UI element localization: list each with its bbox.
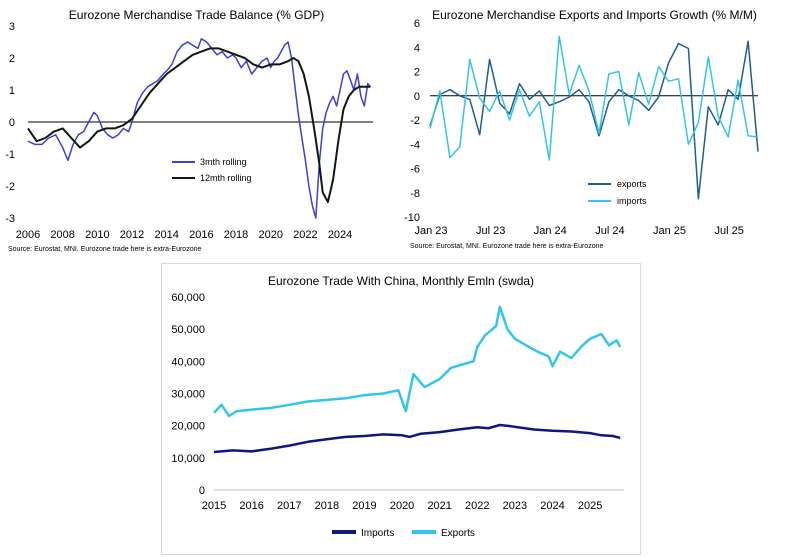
chart-source: Source: Eurostat, MNI. Eurozone trade he… — [8, 246, 202, 253]
x-tick-label: 2018 — [315, 500, 339, 512]
x-tick-label: 2020 — [258, 229, 282, 241]
y-tick-label: -8 — [410, 188, 420, 200]
growth-plot: -10 -8 -6 -4 -2 0 2 4 6 Jan 23 Jul 23 Jan 24 Jul 24 J… — [404, 18, 759, 237]
legend-label: imports — [617, 196, 647, 206]
x-tick-label: 2024 — [540, 500, 564, 512]
y-tick-label: 1 — [9, 85, 15, 97]
y-tick-label: 2 — [9, 53, 15, 65]
y-tick-label: 60,000 — [171, 292, 205, 304]
x-tick-label: 2022 — [293, 229, 317, 241]
x-tick-label: 2006 — [16, 229, 40, 241]
series-line-exports — [429, 40, 759, 200]
x-tick-label: 2016 — [239, 500, 263, 512]
x-tick-label: 2020 — [390, 500, 414, 512]
y-tick-label: 10,000 — [171, 453, 205, 465]
china-trade-chart: Eurozone Trade With China, Monthly Emln … — [161, 263, 641, 555]
y-tick-label: -3 — [5, 213, 15, 225]
series-line-Exports — [213, 305, 622, 418]
y-tick-label: -6 — [410, 164, 420, 176]
y-tick-label: 40,000 — [171, 356, 205, 368]
trade-balance-plot: -3 -2 -1 0 1 2 3 2006 2008 2010 2012 2014 2016 2018 20… — [5, 21, 373, 241]
x-tick-label: 2014 — [154, 229, 178, 241]
x-tick-label: 2012 — [120, 229, 144, 241]
legend-label: Exports — [441, 528, 475, 539]
chart-source: Source: Eurostat, MNI. Eurozone trade he… — [410, 243, 604, 250]
legend-label: 12mth rolling — [200, 173, 252, 183]
series-line-3mth-rolling — [27, 38, 371, 219]
x-tick-label: 2021 — [427, 500, 451, 512]
x-tick-label: 2025 — [578, 500, 602, 512]
y-tick-label: 6 — [414, 18, 420, 30]
y-tick-label: 0 — [9, 117, 15, 129]
chart-title: Eurozone Merchandise Exports and Imports… — [432, 8, 757, 22]
y-tick-label: 0 — [199, 485, 205, 497]
x-tick-label: 2008 — [50, 229, 74, 241]
y-tick-label: 30,000 — [171, 389, 205, 401]
y-tick-label: 0 — [414, 91, 420, 103]
x-tick-label: Jul 25 — [715, 225, 744, 237]
y-tick-label: 20,000 — [171, 421, 205, 433]
legend-label: 3mth rolling — [200, 157, 247, 167]
x-tick-label: Jul 24 — [595, 225, 624, 237]
y-tick-label: 3 — [9, 21, 15, 33]
exports-imports-growth-chart: Eurozone Merchandise Exports and Imports… — [398, 0, 791, 262]
x-tick-label: 2023 — [503, 500, 527, 512]
x-tick-label: Jan 25 — [653, 225, 686, 237]
y-tick-label: -10 — [404, 212, 420, 224]
x-tick-label: Jan 24 — [534, 225, 567, 237]
y-tick-label: -4 — [410, 139, 420, 151]
y-tick-label: 2 — [414, 67, 420, 79]
y-tick-label: 50,000 — [171, 324, 205, 336]
series-line-12mth-rolling — [27, 47, 371, 203]
legend-label: exports — [617, 179, 647, 189]
y-tick-label: -1 — [5, 149, 15, 161]
x-tick-label: Jan 23 — [414, 225, 447, 237]
legend-label: Imports — [361, 528, 394, 539]
y-tick-label: 4 — [414, 42, 420, 54]
x-tick-label: Jul 23 — [476, 225, 505, 237]
series-line-imports — [429, 35, 759, 161]
x-tick-label: 2019 — [352, 500, 376, 512]
y-tick-label: -2 — [410, 115, 420, 127]
y-tick-label: -2 — [5, 181, 15, 193]
chart-title: Eurozone Merchandise Trade Balance (% GD… — [68, 8, 325, 22]
x-tick-label: 2018 — [224, 229, 248, 241]
series-line-Imports — [213, 423, 621, 454]
x-tick-label: 2022 — [465, 500, 489, 512]
x-tick-label: 2010 — [85, 229, 109, 241]
x-tick-label: 2017 — [277, 500, 301, 512]
x-tick-label: 2024 — [328, 229, 352, 241]
chart-title: Eurozone Trade With China, Monthly Emln … — [267, 274, 535, 288]
china-trade-plot: 0 10,000 20,000 30,000 40,000 50,000 60,000 201… — [171, 292, 624, 539]
x-tick-label: 2015 — [202, 500, 226, 512]
x-tick-label: 2016 — [189, 229, 213, 241]
trade-balance-chart: Eurozone Merchandise Trade Balance (% GD… — [0, 0, 393, 262]
